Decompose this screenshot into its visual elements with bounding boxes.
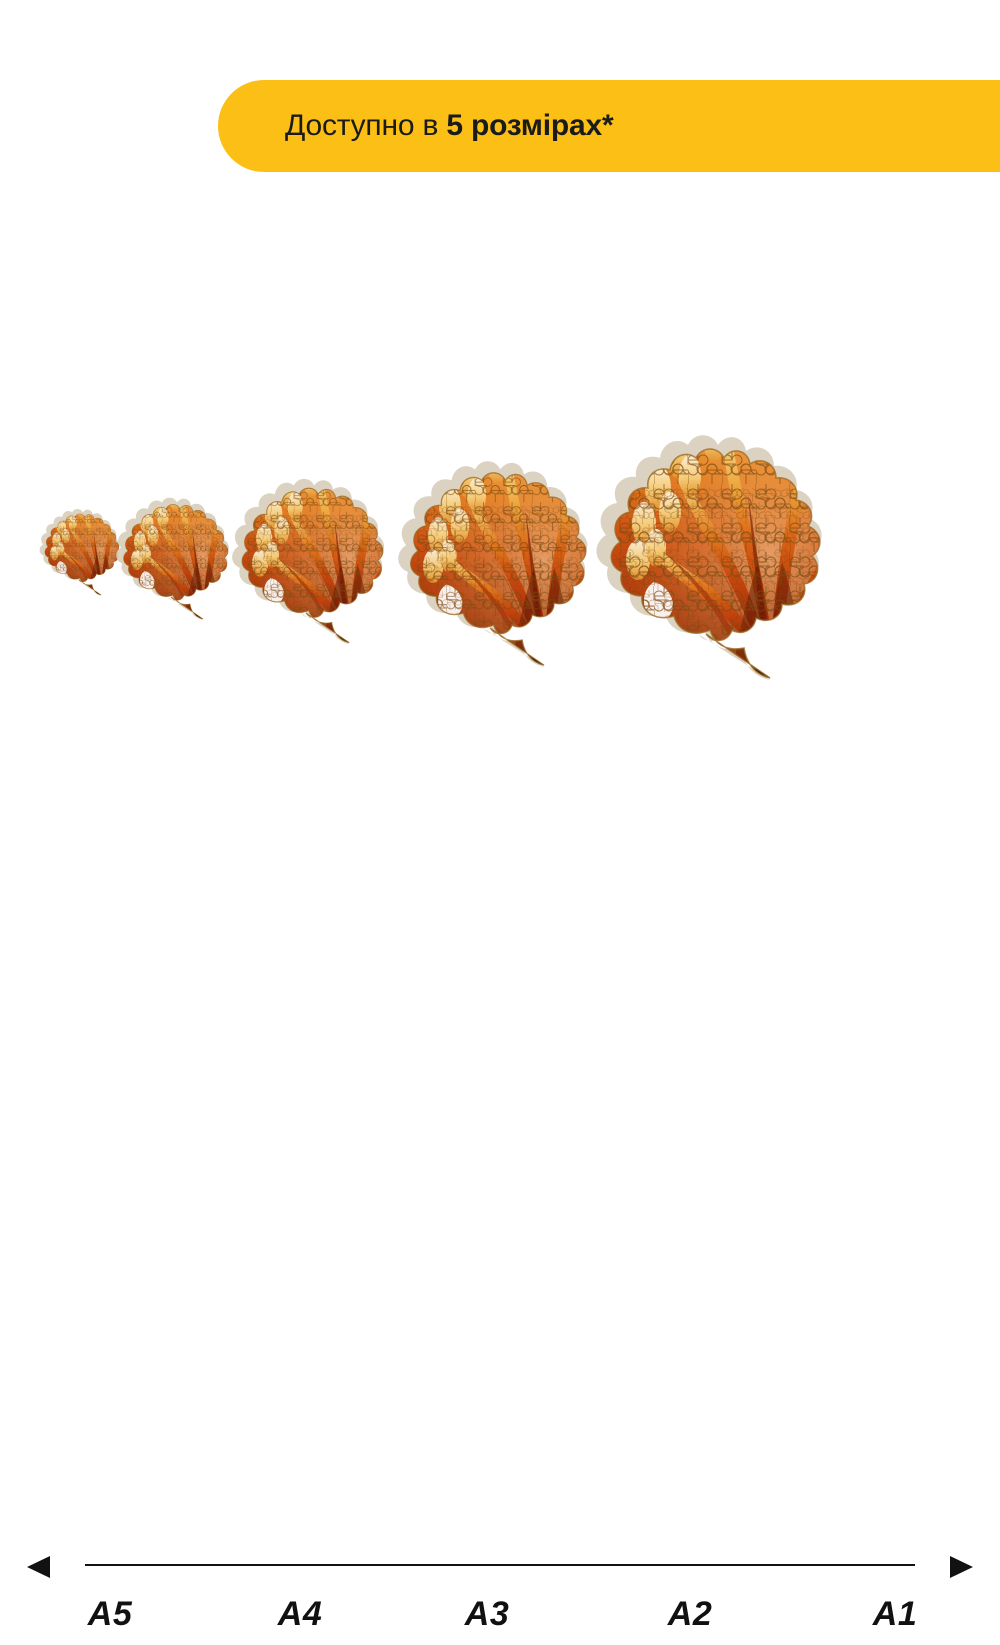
size-label-a1: A1 bbox=[872, 1595, 918, 1633]
arrow-right-icon bbox=[950, 1556, 973, 1578]
arrow-left-icon bbox=[27, 1556, 50, 1578]
size-label-row: A5 A4 A3 A2 A1 bbox=[0, 1595, 1000, 1645]
banner-title-regular: Доступно в bbox=[285, 109, 447, 142]
product-size-comparison-graphic: Доступно в 5 розмірах* bbox=[0, 80, 1000, 1633]
banner-title: Доступно в 5 розмірах* bbox=[285, 109, 614, 143]
coral-puzzle-lineup bbox=[0, 320, 1000, 680]
size-label-a5: A5 bbox=[87, 1595, 133, 1633]
coral-puzzle-svg bbox=[0, 320, 1000, 680]
banner-title-bold: 5 розмірах* bbox=[446, 109, 614, 142]
size-scale-ruler: A5 A4 A3 A2 A1 bbox=[0, 770, 1000, 1633]
ruler-axis-line bbox=[85, 1564, 915, 1566]
availability-banner: Доступно в 5 розмірах* bbox=[218, 80, 1000, 172]
size-label-a3: A3 bbox=[464, 1595, 510, 1633]
size-label-a2: A2 bbox=[667, 1595, 713, 1633]
coral-puzzle-a1 bbox=[596, 338, 930, 680]
size-label-a4: A4 bbox=[277, 1595, 323, 1633]
